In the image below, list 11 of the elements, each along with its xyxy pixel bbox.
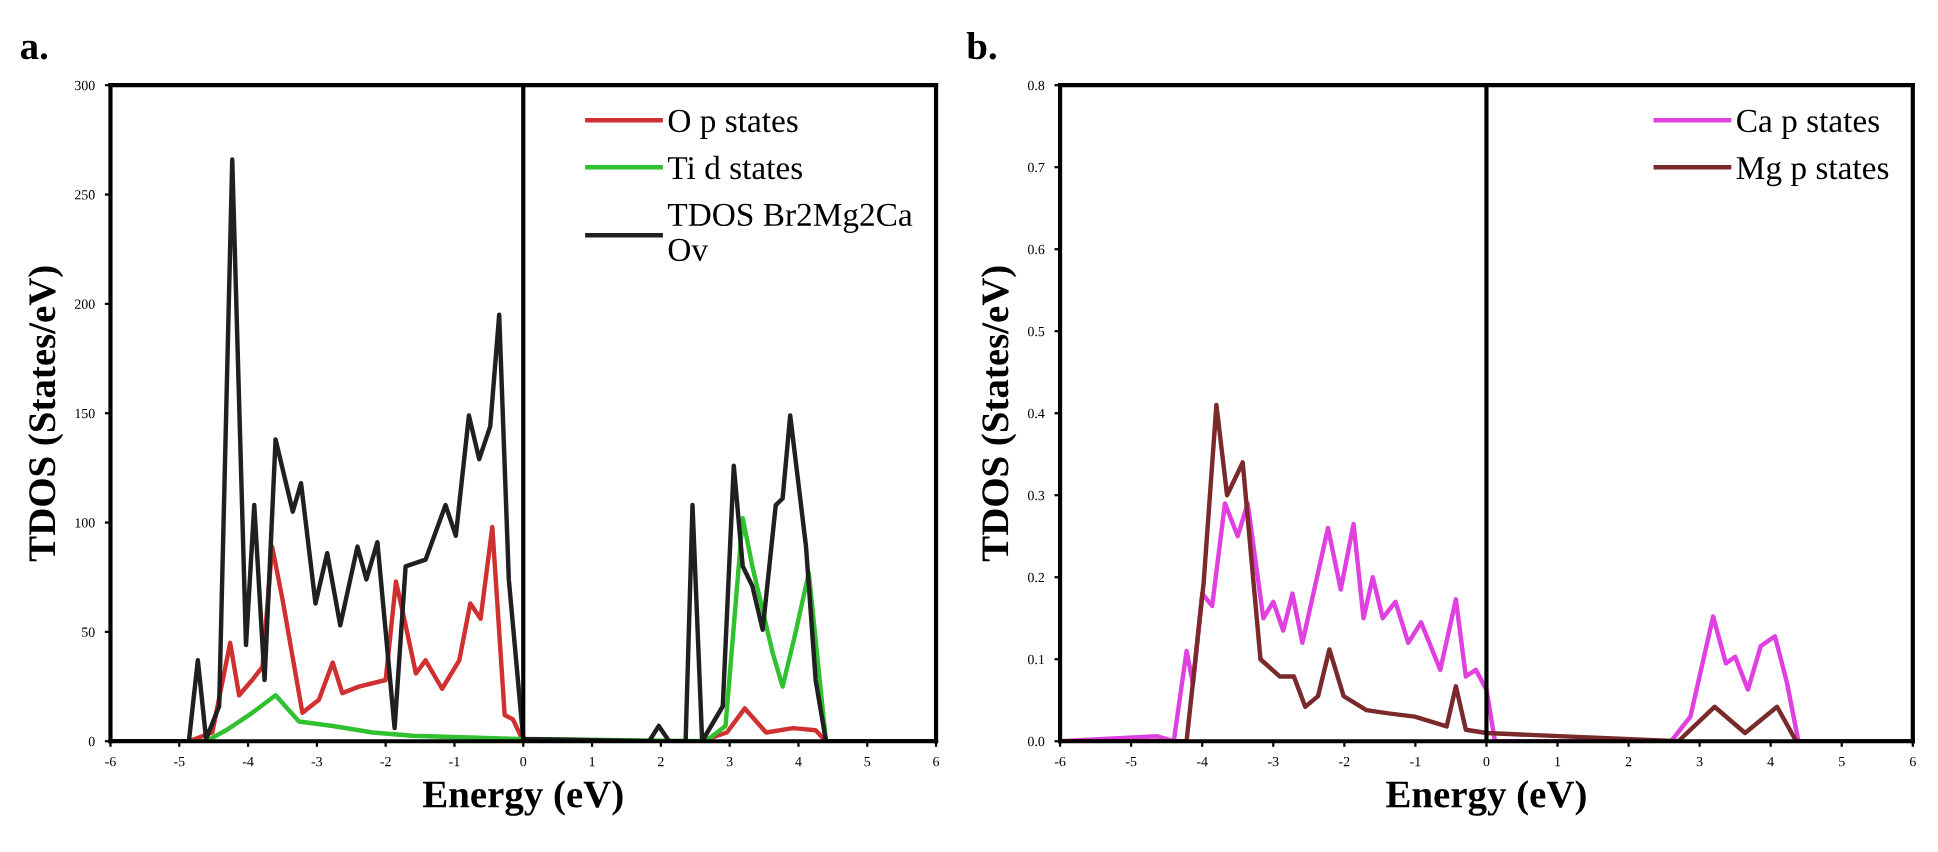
legend-label: Ti d states <box>667 155 802 180</box>
x-axis-title: Energy (eV) <box>422 780 623 816</box>
legend-label: TDOS Br2Mg2Ca Ov <box>667 203 913 262</box>
legend-label: Mg p states <box>1736 157 1889 187</box>
legend-label: O p states <box>668 109 798 139</box>
y-axis-title: TDOS (States/eV) <box>981 266 1017 562</box>
chart-title: a. <box>20 40 48 60</box>
chart-title: b. <box>966 31 996 60</box>
x-axis-title: Energy (eV) <box>1386 780 1586 816</box>
legend-label: Ca p states <box>1737 109 1879 139</box>
y-axis-title: TDOS (States/eV) <box>27 266 64 562</box>
